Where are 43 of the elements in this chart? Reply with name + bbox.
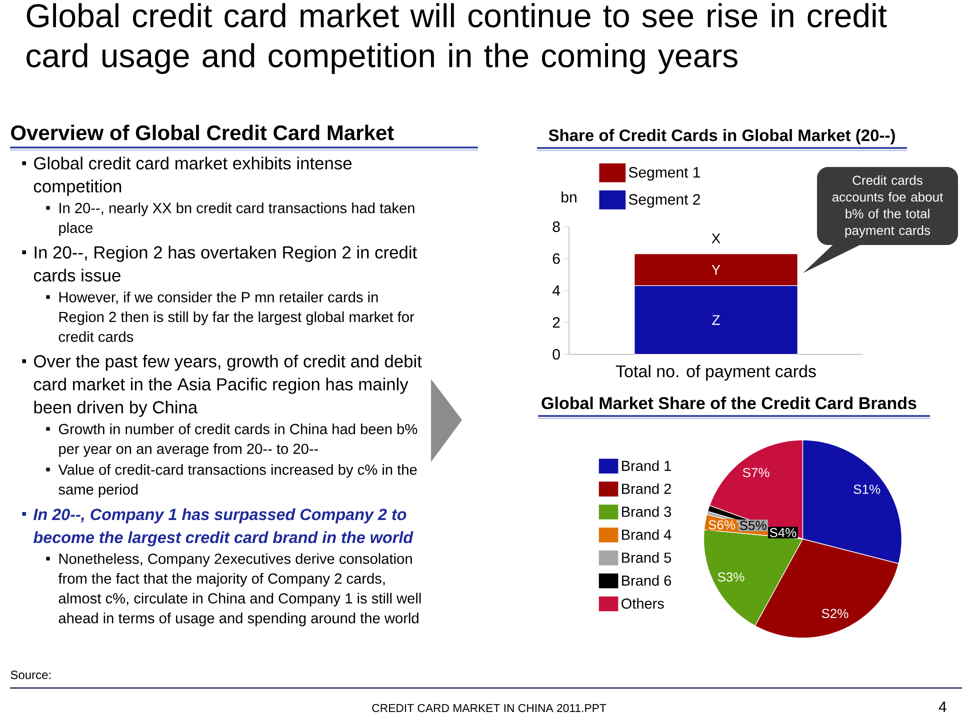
- data-label: Z: [712, 315, 720, 325]
- text: Value of credit-card transactions increased by c% in the same period: [58, 464, 417, 498]
- data-label: S5%: [740, 520, 766, 530]
- source-note: Source:: [10, 670, 50, 680]
- legend-label: Brand 2: [622, 483, 671, 494]
- chart-title: Global Market Share of the Credit Card Brands: [542, 396, 916, 410]
- text: Over the past few years, growth of credit and debit card market in the Asia Pacific region has mainly been driven by China: [34, 354, 422, 417]
- chart-title: Share of Credit Cards in Global Market (20--): [548, 129, 895, 144]
- data-label: S6%: [708, 520, 736, 530]
- legend-label: Brand 5: [622, 552, 672, 563]
- legend-label: Segment 1: [628, 167, 700, 181]
- data-label: S2%: [822, 608, 848, 618]
- y-tick-label: 2: [552, 317, 560, 328]
- text: In 20--, nearly XX bn credit card transactions had taken place: [59, 202, 414, 236]
- text: Growth in number of credit cards in China had been b% per year on an average from 20-- to 20--: [58, 424, 418, 457]
- text: 4: [938, 702, 946, 712]
- legend-label: Segment 2: [628, 194, 700, 208]
- legend-label: Brand 1: [622, 460, 671, 472]
- y-tick-label: 4: [552, 285, 560, 296]
- total-label: X: [712, 234, 720, 244]
- text: Nonetheless, Company 2executives derive consolation from the fact that the majority of Company 2 cards, almost c%, circulate in China and Company 1 is still well ahead in terms of usage and spending around the world: [58, 553, 421, 626]
- text: Credit cards accounts foe about b% of the total payment cards: [832, 175, 944, 238]
- text: CREDIT CARD MARKET IN CHINA 2011.PPT: [372, 704, 606, 712]
- data-label: S4%: [770, 528, 796, 538]
- text: Global credit card market will continue to see rise in credit card usage and competition in the coming years: [26, 3, 887, 74]
- text: In 20--, Region 2 has overtaken Region 2 in credit cards issue: [34, 246, 417, 282]
- data-label: Y: [712, 264, 720, 275]
- legend-label: Brand 3: [622, 506, 672, 517]
- text: In 20--, Company 1 has surpassed Company 2 to become the largest credit card brand in the world: [33, 508, 414, 546]
- y-axis-title: bn: [562, 191, 576, 202]
- y-tick-label: 6: [552, 253, 560, 264]
- data-label: S1%: [854, 484, 880, 494]
- data-label: S7%: [742, 468, 770, 478]
- y-tick-label: 0: [552, 348, 560, 360]
- data-label: S3%: [718, 572, 744, 582]
- x-tick-label: Total no. of payment cards: [616, 364, 816, 381]
- text: Overview of Global Credit Card Market: [11, 124, 394, 140]
- legend-label: Brand 4: [622, 529, 672, 540]
- legend-label: Others: [622, 598, 664, 609]
- legend-label: Brand 6: [622, 575, 672, 586]
- text: Global credit card market exhibits intense competition: [34, 156, 352, 196]
- y-tick-label: 8: [552, 221, 560, 232]
- text: However, if we consider the P mn retailer cards in Region 2 then is still by far the largest global market for credit cards: [58, 292, 414, 342]
